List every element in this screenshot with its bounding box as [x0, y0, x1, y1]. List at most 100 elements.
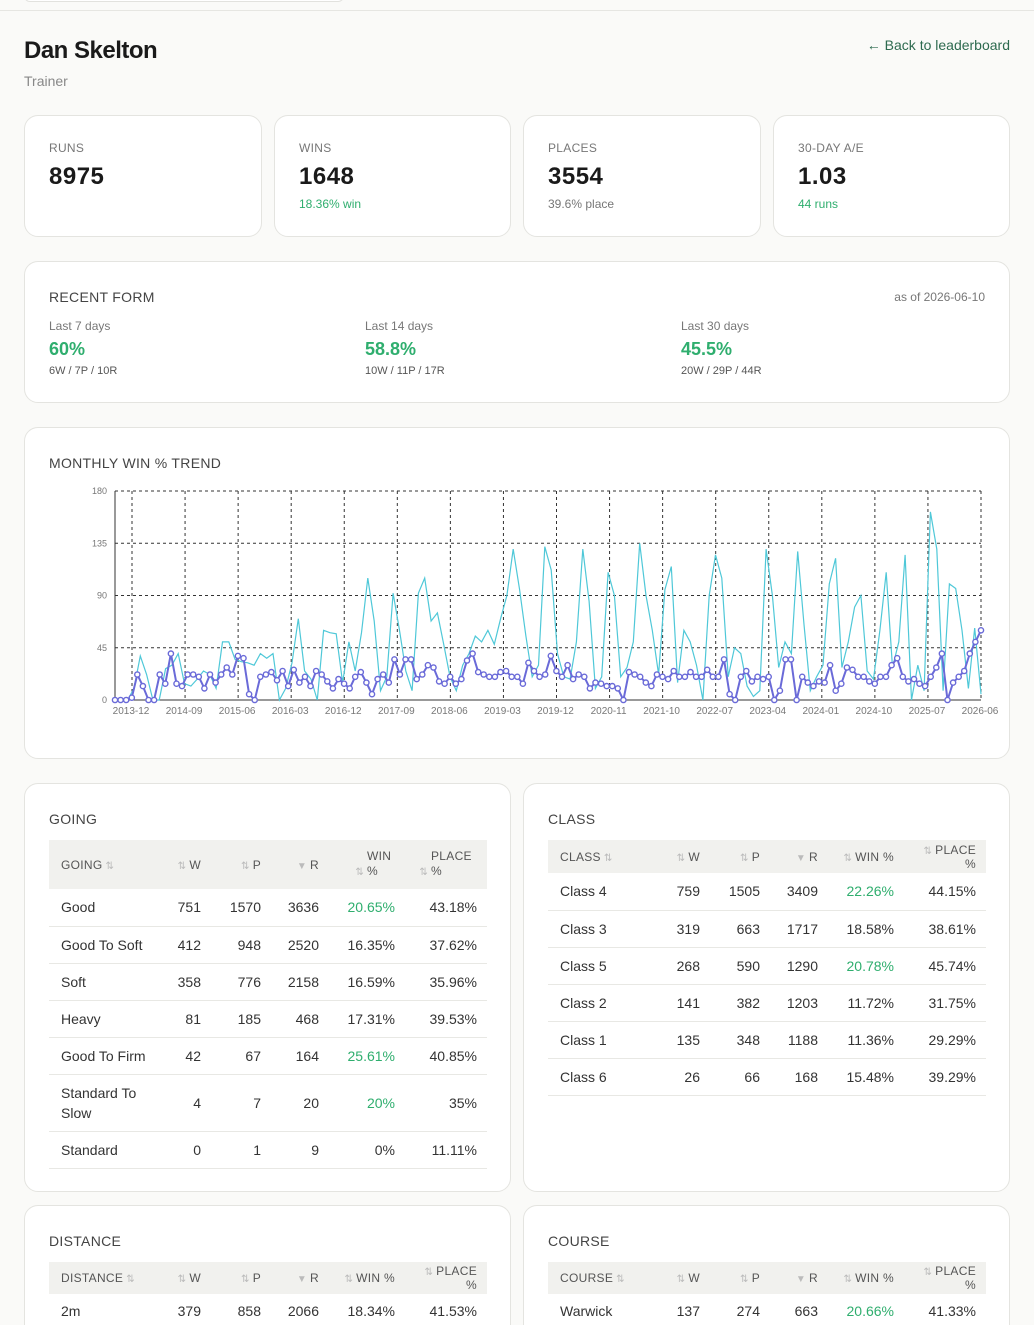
sort-icon[interactable]: ⇅ — [419, 867, 428, 878]
column-header[interactable]: ⇅WIN % — [828, 1262, 904, 1294]
column-header[interactable]: ⇅WIN % — [828, 840, 904, 873]
sort-icon[interactable]: ⇅ — [676, 852, 686, 864]
data-point — [418, 671, 426, 678]
table-row[interactable]: Soft 358 776 2158 16.59% 35.96% — [49, 963, 487, 1001]
column-header[interactable]: DISTANCE ⇅ — [49, 1262, 161, 1294]
data-point — [279, 667, 286, 675]
section-title: RECENT FORM — [49, 289, 155, 305]
sort-icon[interactable]: ⇅ — [616, 1274, 625, 1285]
data-point — [804, 679, 812, 686]
table-cell: 1203 — [770, 984, 828, 1022]
table-cell: Heavy — [49, 1000, 161, 1038]
table-cell: 1 — [211, 1131, 271, 1169]
table-row[interactable]: Good 751 1570 3636 20.65% 43.18% — [49, 889, 487, 927]
data-point — [703, 666, 711, 674]
table-row[interactable]: Heavy 81 185 468 17.31% 39.53% — [49, 1000, 487, 1038]
sort-icon[interactable]: ▼ — [795, 852, 807, 864]
table-row[interactable]: Standard 0 1 9 0% 11.11% — [49, 1131, 487, 1169]
sort-icon[interactable]: ▼ — [296, 860, 308, 872]
column-header-label: WIN % — [855, 1271, 894, 1285]
column-header[interactable]: ⇅WIN % — [329, 1262, 405, 1294]
sort-icon[interactable]: ⇅ — [923, 845, 933, 857]
sort-icon[interactable]: ⇅ — [424, 1267, 434, 1278]
sort-icon[interactable]: ⇅ — [843, 852, 853, 864]
data-point — [268, 668, 275, 676]
x-tick-label: 2025-07 — [909, 706, 946, 717]
sort-icon[interactable]: ⇅ — [676, 1274, 686, 1285]
series-line-light — [115, 511, 982, 702]
table-cell: Standard — [49, 1131, 161, 1169]
sort-icon[interactable]: ▼ — [795, 1274, 807, 1285]
table-row[interactable]: Class 2 141 382 1203 11.72% 31.75% — [548, 984, 986, 1022]
sort-icon[interactable]: ⇅ — [177, 860, 187, 872]
column-header[interactable]: COURSE ⇅ — [548, 1262, 660, 1294]
column-header[interactable]: ⇅ P — [211, 840, 271, 889]
column-header[interactable]: ⇅ W — [660, 1262, 710, 1294]
column-header[interactable]: ⇅ W — [161, 840, 211, 889]
column-header[interactable]: ⇅PLACE % — [904, 1262, 986, 1294]
section-title: CLASS — [548, 811, 596, 827]
column-header[interactable]: ▼ R — [770, 840, 828, 873]
sort-icon[interactable]: ⇅ — [241, 1274, 250, 1285]
sort-icon[interactable]: ⇅ — [603, 852, 613, 864]
column-header-label: W — [688, 1271, 700, 1285]
table-row[interactable]: Standard To Slow 4 7 20 20% 35% — [49, 1074, 487, 1132]
table-cell: 274 — [710, 1294, 770, 1325]
x-tick-label: 2026-06 — [962, 706, 999, 717]
period-label: Last 30 days — [681, 319, 750, 333]
sort-icon[interactable]: ⇅ — [740, 852, 749, 864]
sort-icon[interactable]: ⇅ — [355, 867, 364, 878]
data-point — [184, 671, 191, 678]
column-header[interactable]: ⇅PLACE % — [405, 840, 487, 889]
column-header[interactable]: ⇅ W — [660, 840, 710, 873]
column-header[interactable]: ⇅PLACE % — [405, 1262, 487, 1294]
table-cell: 590 — [710, 947, 770, 985]
table-row[interactable]: Warwick 137 274 663 20.66% 41.33% — [548, 1294, 986, 1325]
x-tick-label: 2024-01 — [802, 706, 839, 717]
column-header[interactable]: ⇅ P — [710, 1262, 770, 1294]
column-header[interactable]: CLASS ⇅ — [548, 840, 660, 873]
column-header[interactable]: ▼ R — [271, 1262, 329, 1294]
column-header[interactable]: ⇅ W — [161, 1262, 211, 1294]
column-header[interactable]: ▼ R — [770, 1262, 828, 1294]
column-header[interactable]: ⇅WIN % — [329, 840, 405, 889]
column-header-label: W — [688, 849, 700, 864]
data-point — [217, 671, 225, 678]
back-to-leaderboard-link[interactable]: ← Back to leaderboard — [866, 37, 1010, 53]
data-point — [536, 673, 543, 681]
table-row[interactable]: Class 6 26 66 168 15.48% 39.29% — [548, 1058, 986, 1096]
stat-value: 1.03 — [798, 163, 847, 190]
column-header[interactable]: ⇅ P — [211, 1262, 271, 1294]
data-point — [720, 656, 728, 663]
data-point — [553, 667, 560, 675]
column-header[interactable]: ▼ R — [271, 840, 329, 889]
column-header[interactable]: ⇅ P — [710, 840, 770, 873]
table-row[interactable]: Class 1 135 348 1188 11.36% 29.29% — [548, 1021, 986, 1059]
sort-icon[interactable]: ⇅ — [740, 1274, 749, 1285]
sort-icon[interactable]: ⇅ — [126, 1274, 135, 1285]
table-row[interactable]: Class 5 268 590 1290 20.78% 45.74% — [548, 947, 986, 985]
sort-icon[interactable]: ⇅ — [923, 1267, 933, 1278]
table-row[interactable]: Class 3 319 663 1717 18.58% 38.61% — [548, 910, 986, 948]
table-cell: 348 — [710, 1021, 770, 1059]
table-row[interactable]: Good To Firm 42 67 164 25.61% 40.85% — [49, 1037, 487, 1075]
data-point — [223, 664, 230, 671]
section-title: DISTANCE — [49, 1233, 122, 1249]
sort-icon[interactable]: ⇅ — [344, 1274, 354, 1285]
data-point — [977, 626, 985, 634]
column-header[interactable]: GOING ⇅ — [49, 840, 161, 889]
sort-icon[interactable]: ⇅ — [105, 860, 115, 872]
table-cell: 41.33% — [904, 1294, 986, 1325]
table-cell: 45.74% — [904, 947, 986, 985]
table-row[interactable]: Class 4 759 1505 3409 22.26% 44.15% — [548, 873, 986, 911]
search-tab[interactable] — [24, 0, 344, 2]
table-row[interactable]: 2m 379 858 2066 18.34% 41.53% — [49, 1294, 487, 1325]
table-row[interactable]: Good To Soft 412 948 2520 16.35% 37.62% — [49, 926, 487, 964]
data-point — [402, 656, 409, 663]
sort-icon[interactable]: ▼ — [296, 1274, 308, 1285]
sort-icon[interactable]: ⇅ — [177, 1274, 187, 1285]
column-header-label: P — [751, 1271, 760, 1285]
column-header[interactable]: ⇅PLACE % — [904, 840, 986, 873]
sort-icon[interactable]: ⇅ — [843, 1274, 853, 1285]
sort-icon[interactable]: ⇅ — [241, 860, 250, 872]
